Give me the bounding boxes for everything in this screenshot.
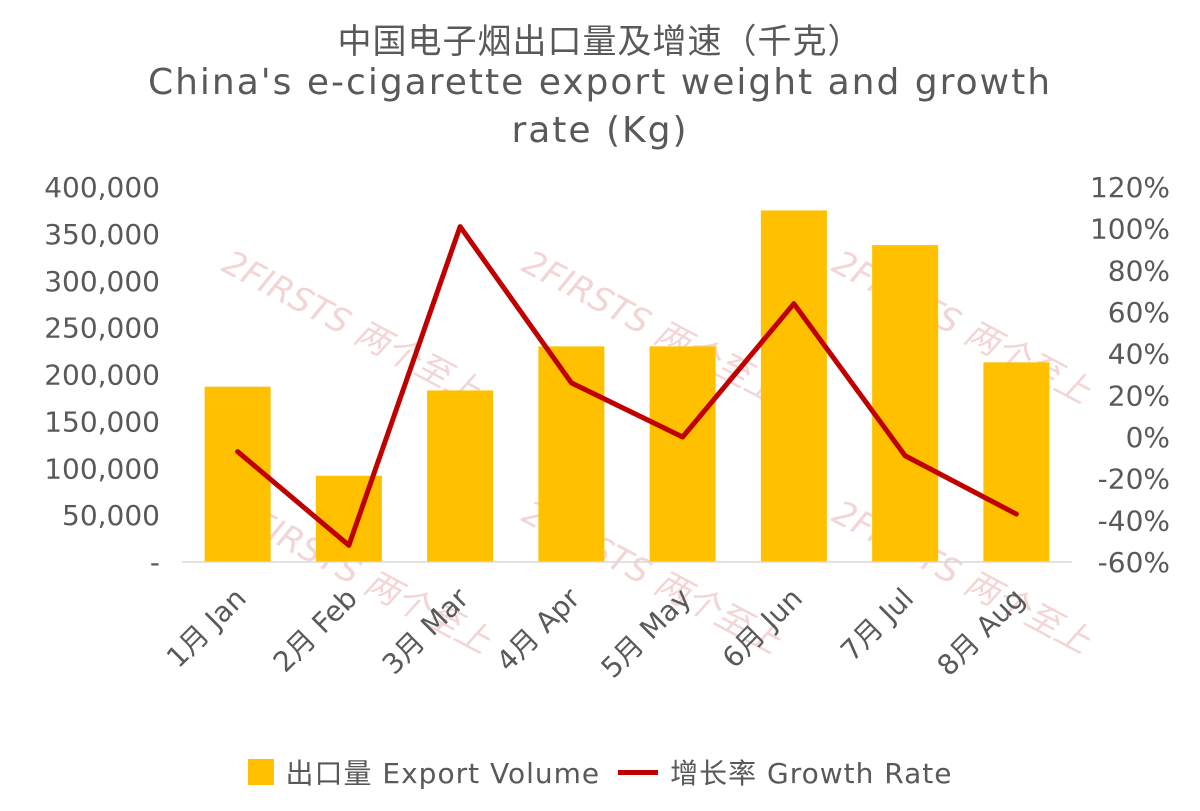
legend-label-growth-rate: 增长率 Growth Rate <box>670 757 953 790</box>
legend-item-export-volume: 出口量 Export Volume <box>247 752 601 792</box>
bar-export-volume <box>204 386 271 562</box>
right-axis-tick-label: 20% <box>1108 379 1170 412</box>
point-growth-rate <box>458 224 463 229</box>
left-axis-tick-label: - <box>150 546 160 579</box>
chart-subtitle-line1: China's e-cigarette export weight and gr… <box>147 62 1053 103</box>
point-growth-rate <box>1014 512 1019 517</box>
x-axis-tick-label: 7月 Jul <box>834 582 920 668</box>
x-axis-tick-label: 2月 Feb <box>267 582 364 679</box>
x-axis-tick-label: 4月 Apr <box>490 581 587 678</box>
right-axis-tick-label: 40% <box>1108 338 1170 371</box>
legend: 出口量 Export Volume 增长率 Growth Rate <box>0 752 1200 792</box>
left-axis-tick-label: 250,000 <box>44 312 160 345</box>
left-axis-tick-label: 200,000 <box>44 359 160 392</box>
left-axis-tick-label: 400,000 <box>44 171 160 204</box>
left-axis-tick-label: 350,000 <box>44 218 160 251</box>
chart-title: 中国电子烟出口量及增速（千克） <box>337 22 863 62</box>
right-axis-tick-label: 60% <box>1108 296 1170 329</box>
right-axis-tick-label: -40% <box>1098 504 1170 537</box>
point-growth-rate <box>903 453 908 458</box>
legend-swatch-bar <box>247 759 274 785</box>
right-axis-tick-label: 80% <box>1108 254 1170 287</box>
line-growth-rate <box>235 224 1019 548</box>
point-growth-rate <box>569 380 574 385</box>
right-axis-tick-label: -60% <box>1098 546 1170 579</box>
left-axis-tick-label: 150,000 <box>44 405 160 438</box>
bar-export-volume <box>983 362 1050 562</box>
point-growth-rate <box>235 449 240 454</box>
x-axis-tick-label: 1月 Jan <box>160 582 253 675</box>
right-axis-tick-label: 100% <box>1090 213 1170 246</box>
legend-item-growth-rate: 增长率 Growth Rate <box>618 752 952 792</box>
left-axis-tick-label: 300,000 <box>44 265 160 298</box>
watermark-text: 2FIRSTS 两个至上 <box>826 243 1098 413</box>
bar-export-volume <box>872 245 939 562</box>
right-axis-tick-label: -20% <box>1098 463 1170 496</box>
bar-export-volume <box>760 210 827 562</box>
point-growth-rate <box>791 301 796 306</box>
left-axis-tick-label: 50,000 <box>62 499 160 532</box>
bar-export-volume <box>649 346 716 562</box>
legend-swatch-line <box>618 769 659 775</box>
point-growth-rate <box>680 435 685 439</box>
chart-subtitle-line2: rate (Kg) <box>511 110 689 151</box>
bar-export-volume <box>427 390 494 562</box>
legend-label-export-volume: 出口量 Export Volume <box>285 757 601 790</box>
right-axis-tick-label: 120% <box>1090 171 1170 204</box>
point-growth-rate <box>346 543 351 548</box>
right-axis-tick-label: 0% <box>1126 421 1170 454</box>
left-axis-tick-label: 100,000 <box>44 452 160 485</box>
bar-export-volume <box>315 475 382 562</box>
